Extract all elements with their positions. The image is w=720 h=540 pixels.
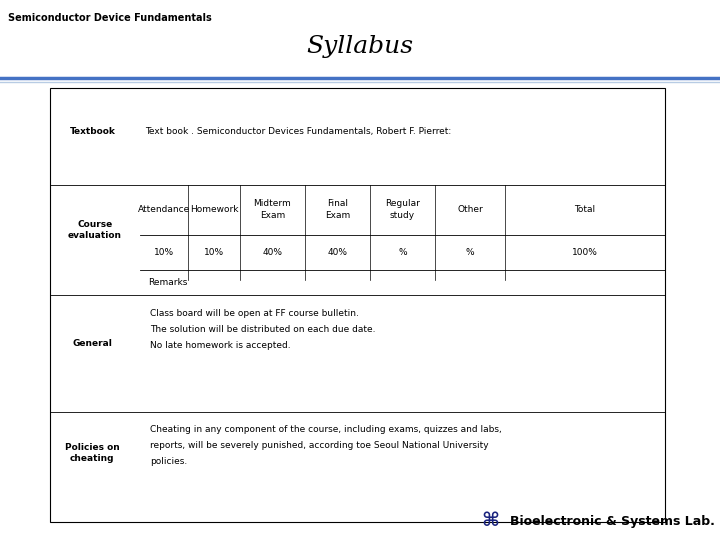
Text: Midterm: Midterm xyxy=(253,199,292,208)
Text: The solution will be distributed on each due date.: The solution will be distributed on each… xyxy=(150,325,376,334)
Bar xyxy=(50,88,665,522)
Text: study: study xyxy=(390,212,415,220)
Text: Total: Total xyxy=(575,206,595,214)
Text: Regular: Regular xyxy=(385,199,420,208)
Text: %: % xyxy=(466,248,474,257)
Text: 10%: 10% xyxy=(154,248,174,257)
Text: Cheating in any component of the course, including exams, quizzes and labs,: Cheating in any component of the course,… xyxy=(150,426,502,435)
Text: General: General xyxy=(72,339,112,348)
Text: No late homework is accepted.: No late homework is accepted. xyxy=(150,341,291,349)
Text: Syllabus: Syllabus xyxy=(307,35,413,58)
Text: 40%: 40% xyxy=(328,248,348,257)
Text: 10%: 10% xyxy=(204,248,224,257)
Text: Attendance: Attendance xyxy=(138,206,190,214)
Text: Bioelectronic & Systems Lab.: Bioelectronic & Systems Lab. xyxy=(510,515,715,528)
Text: Exam: Exam xyxy=(325,212,350,220)
Text: 100%: 100% xyxy=(572,248,598,257)
Text: Class board will be open at FF course bulletin.: Class board will be open at FF course bu… xyxy=(150,308,359,318)
Text: Textbook: Textbook xyxy=(70,127,116,136)
Text: Final: Final xyxy=(327,199,348,208)
Text: 40%: 40% xyxy=(263,248,282,257)
Text: Exam: Exam xyxy=(260,212,285,220)
Text: ⌘: ⌘ xyxy=(481,511,499,530)
Text: policies.: policies. xyxy=(150,457,187,467)
Text: reports, will be severely punished, according toe Seoul National University: reports, will be severely punished, acco… xyxy=(150,442,489,450)
Text: Text book . Semiconductor Devices Fundamentals, Robert F. Pierret:: Text book . Semiconductor Devices Fundam… xyxy=(145,127,451,136)
Text: Course
evaluation: Course evaluation xyxy=(68,220,122,240)
Text: Homework: Homework xyxy=(190,206,238,214)
Text: Other: Other xyxy=(457,206,483,214)
Text: Remarks: Remarks xyxy=(148,278,187,287)
Text: %: % xyxy=(398,248,407,257)
Text: Policies on
cheating: Policies on cheating xyxy=(65,443,120,463)
Text: Semiconductor Device Fundamentals: Semiconductor Device Fundamentals xyxy=(8,13,212,23)
